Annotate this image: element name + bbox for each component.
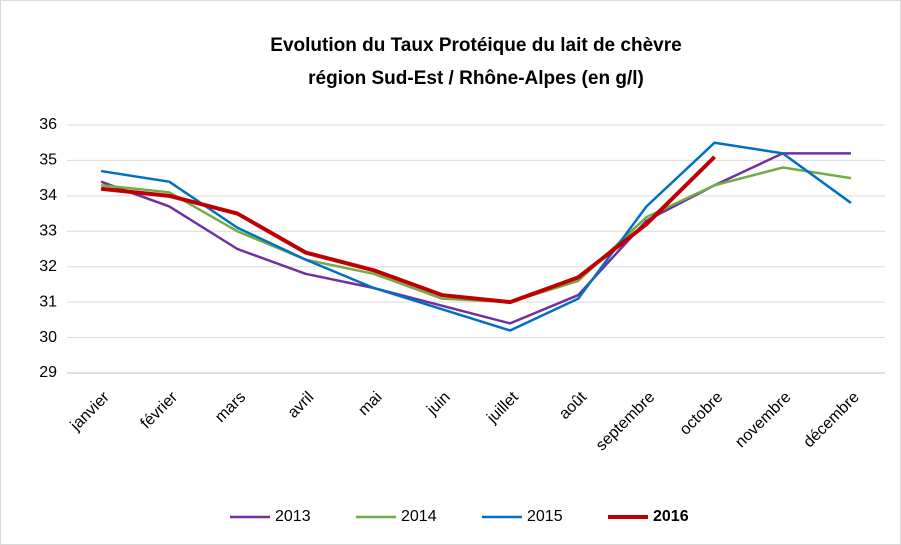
y-tick-label: 30 bbox=[39, 329, 57, 346]
legend-label: 2014 bbox=[401, 508, 437, 525]
legend-label: 2016 bbox=[653, 508, 689, 525]
chart-title: Evolution du Taux Protéique du lait de c… bbox=[270, 35, 681, 56]
series-line bbox=[100, 141, 852, 332]
y-tick-label: 35 bbox=[39, 152, 57, 169]
series-line bbox=[100, 155, 716, 305]
series-line bbox=[100, 152, 851, 325]
legend-label: 2015 bbox=[527, 508, 563, 525]
y-tick-label: 29 bbox=[39, 364, 57, 381]
y-tick-label: 36 bbox=[39, 116, 57, 133]
legend-label: 2013 bbox=[275, 508, 311, 525]
y-tick-label: 32 bbox=[39, 258, 57, 275]
y-tick-label: 31 bbox=[39, 293, 57, 310]
chart-title: région Sud-Est / Rhône-Alpes (en g/l) bbox=[308, 68, 644, 89]
y-tick-label: 34 bbox=[39, 187, 57, 204]
y-tick-label: 33 bbox=[39, 223, 57, 240]
